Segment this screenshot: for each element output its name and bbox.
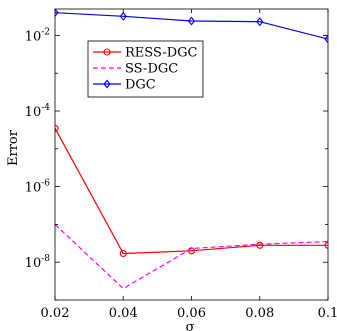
data-point <box>119 249 127 258</box>
legend-entry-ss-dgc: SS-DGC <box>93 62 178 77</box>
legend-entry-ress-dgc: RESS-DGC <box>93 46 198 61</box>
x-tick-label: 0.02 <box>41 306 70 321</box>
y-tick-label: 10-6 <box>25 179 51 196</box>
legend-entry-dgc: DGC <box>93 78 156 93</box>
legend-marker <box>103 79 111 89</box>
legend-marker <box>103 48 111 56</box>
data-point <box>187 16 196 26</box>
series-line-dgc <box>55 12 328 40</box>
x-axis-label: σ <box>186 320 195 331</box>
data-point <box>55 124 59 132</box>
data-point <box>55 9 59 18</box>
legend-label: RESS-DGC <box>125 46 198 61</box>
series-line-ress-dgc <box>55 127 328 255</box>
data-point <box>256 17 264 27</box>
series-layer <box>55 9 328 290</box>
x-tick-label: 0.06 <box>177 306 206 321</box>
data-point <box>324 34 328 44</box>
data-point <box>324 241 328 249</box>
x-tick-label: 0.08 <box>245 306 274 321</box>
series-ss-dgc <box>55 223 328 290</box>
y-tick-label: 10-4 <box>25 103 51 120</box>
legend-label: SS-DGC <box>125 62 178 77</box>
x-tick-label: 0.1 <box>318 306 337 321</box>
x-tick-label: 0.04 <box>109 306 138 321</box>
data-point <box>119 11 127 21</box>
series-dgc <box>55 9 328 44</box>
axes-layer: 0.02 0.04 0.06 0.08 0.1 10-8 10-6 10-4 10-2 <box>25 8 337 321</box>
series-line-ss-dgc <box>55 223 328 290</box>
y-tick-label: 10-8 <box>25 254 51 271</box>
y-tick-label: 10-2 <box>25 27 50 44</box>
legend-label: DGC <box>125 78 156 93</box>
series-ress-dgc <box>55 124 328 258</box>
data-point <box>256 241 264 249</box>
y-axis-label: Error <box>6 129 21 166</box>
